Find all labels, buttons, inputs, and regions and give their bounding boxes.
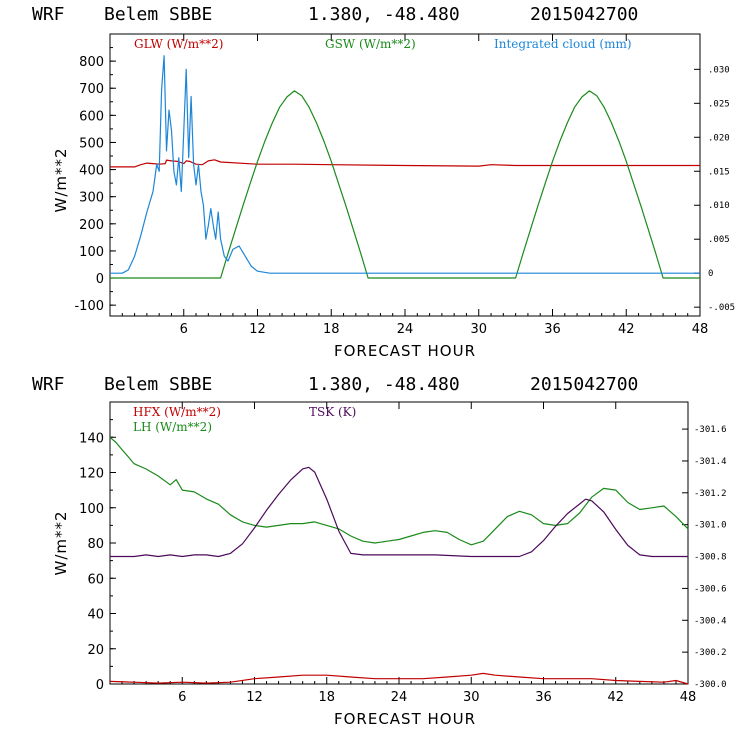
x-tick-label: 42	[607, 690, 624, 705]
x-tick-label: 6	[178, 690, 186, 705]
legend-gsw: GSW (W/m**2)	[325, 37, 416, 51]
bottom-y2-axis: -301.6 -301.4 -301.2 -301.0 -300.8 -300.6 -300…	[682, 425, 727, 690]
y2-tick-label: -301.6	[694, 425, 727, 435]
top-x-axis: 6 12 18 24 30 36 42 48	[121, 34, 709, 337]
series-line	[110, 159, 700, 168]
y-tick-label: 0	[96, 272, 104, 287]
y2-tick-label: -301.4	[694, 457, 727, 467]
y-tick-label: 500	[79, 136, 104, 151]
x-tick-label: 12	[246, 690, 263, 705]
y2-tick-label: -300.6	[694, 584, 727, 594]
y2-tick-label: -300.4	[694, 616, 727, 626]
top-y2-axis: .030 .025 .020 .015 .010 .005 0 -.005	[694, 65, 735, 313]
x-tick-label: 48	[680, 690, 697, 705]
y2-tick-label: .030	[708, 65, 730, 75]
y2-tick-label: .015	[708, 167, 730, 177]
bottom-plot-frame	[109, 401, 689, 685]
y2-tick-label: -.005	[708, 303, 735, 313]
bottom-coords-label: 1.380, -48.480	[308, 374, 460, 395]
top-series	[110, 55, 700, 279]
y2-tick-label: .010	[708, 201, 730, 211]
series-line	[110, 90, 700, 279]
y2-tick-label: 0	[708, 269, 713, 279]
y-tick-label: 120	[79, 467, 104, 482]
y-tick-label: 100	[79, 245, 104, 260]
series-line	[109, 436, 689, 546]
y2-tick-label: .005	[708, 235, 730, 245]
y2-tick-label: .020	[708, 133, 730, 143]
y-tick-label: 800	[79, 55, 104, 70]
top-x-axis-label: FORECAST HOUR	[334, 342, 476, 360]
x-tick-label: 24	[391, 690, 408, 705]
y-tick-label: 80	[87, 537, 104, 552]
x-tick-label: 18	[323, 322, 340, 337]
x-tick-label: 36	[535, 690, 552, 705]
top-y-axis-label: W/m**2	[52, 147, 70, 212]
x-tick-label: 48	[692, 322, 709, 337]
y-tick-label: 700	[79, 82, 104, 97]
legend-tsk: TSK (K)	[309, 405, 356, 419]
x-tick-label: 12	[249, 322, 266, 337]
y-tick-label: 600	[79, 109, 104, 124]
y-tick-label: 40	[87, 608, 104, 623]
x-tick-label: 42	[618, 322, 635, 337]
legend-glw: GLW (W/m**2)	[134, 37, 223, 51]
x-tick-label: 30	[470, 322, 487, 337]
y-tick-label: 200	[79, 218, 104, 233]
bottom-station-label: Belem SBBE	[104, 374, 212, 395]
legend-hfx: HFX (W/m**2)	[133, 405, 221, 419]
y-tick-label: 400	[79, 164, 104, 179]
y-tick-label: 0	[96, 678, 104, 693]
y-tick-label: 300	[79, 191, 104, 206]
legend-cloud: Integrated cloud (mm)	[494, 37, 632, 51]
y2-tick-label: -300.2	[694, 648, 727, 658]
series-line	[110, 466, 688, 558]
x-tick-label: 18	[318, 690, 335, 705]
bottom-x-axis-label: FORECAST HOUR	[334, 710, 476, 728]
top-coords-label: 1.380, -48.480	[308, 4, 460, 25]
top-header: WRF Belem SBBE 1.380, -48.480 2015042700	[32, 4, 638, 25]
top-station-label: Belem SBBE	[104, 4, 212, 25]
x-tick-label: 6	[180, 322, 188, 337]
y2-tick-label: -300.0	[694, 680, 727, 690]
y-tick-label: 100	[79, 502, 104, 517]
y2-tick-label: -301.2	[694, 489, 727, 499]
bottom-run-label: 2015042700	[530, 374, 638, 395]
y-tick-label: 20	[87, 643, 104, 658]
top-model-label: WRF	[32, 4, 65, 25]
bottom-y-axis-label: W/m**2	[52, 510, 70, 575]
bottom-y-axis: 140 120 100 80 60 40 20 0	[79, 401, 116, 693]
bottom-header: WRF Belem SBBE 1.380, -48.480 2015042700	[32, 374, 638, 395]
y-tick-label: 60	[87, 572, 104, 587]
y2-tick-label: .025	[708, 99, 730, 109]
bottom-series	[109, 436, 689, 685]
legend-lh: LH (W/m**2)	[133, 420, 212, 434]
bottom-x-axis: 6 12 18 24 30 36 42 48	[121, 402, 697, 705]
y2-tick-label: -300.8	[694, 553, 727, 563]
y2-tick-label: -301.0	[694, 521, 727, 531]
x-tick-label: 30	[463, 690, 480, 705]
x-tick-label: 36	[544, 322, 561, 337]
y-tick-label: 140	[79, 431, 104, 446]
top-run-label: 2015042700	[530, 4, 638, 25]
bottom-model-label: WRF	[32, 374, 65, 395]
series-line	[109, 672, 689, 685]
y-tick-label: -100	[74, 299, 104, 314]
series-line	[110, 55, 700, 274]
x-tick-label: 24	[397, 322, 414, 337]
